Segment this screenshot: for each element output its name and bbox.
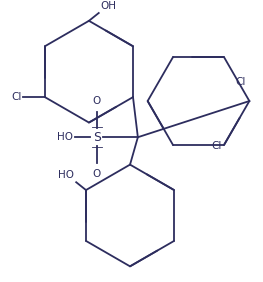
- Text: Cl: Cl: [11, 92, 21, 102]
- Text: Cl: Cl: [235, 77, 245, 87]
- Text: Cl: Cl: [212, 141, 222, 151]
- Text: HO: HO: [58, 170, 74, 180]
- Text: HO: HO: [57, 132, 73, 142]
- Text: O: O: [93, 96, 101, 106]
- Text: S: S: [93, 131, 101, 144]
- Text: O: O: [93, 169, 101, 179]
- Text: OH: OH: [101, 1, 117, 11]
